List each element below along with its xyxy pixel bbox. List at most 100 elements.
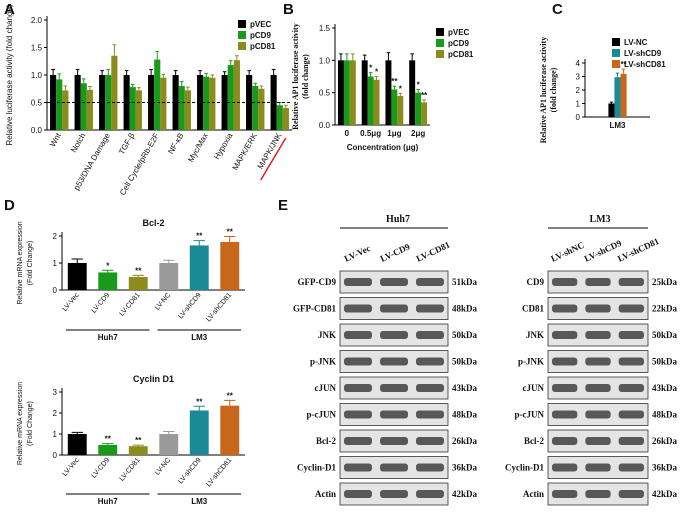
size-label: 48kDa [652,410,678,420]
bar [86,89,93,130]
size-label: 50kDa [452,330,478,340]
legend-label: pCD9 [448,39,469,48]
y-axis-label: (fold change) [549,67,558,112]
error-bar [71,258,83,263]
lane-label: LV-CD9 [379,241,412,264]
blot-band [344,304,372,313]
blot-band [380,384,408,392]
protein-label: Bcl-2 [524,436,544,446]
blot-band [552,463,578,472]
blot-band [585,410,611,419]
legend-swatch [612,49,620,57]
blot-band [416,384,444,392]
protein-label: Actin [523,489,544,499]
error-bar [615,72,620,78]
y-tick-label: 4 [576,59,581,68]
error-bar [374,76,379,80]
x-tick-label: 0.5μg [360,129,381,138]
error-bar [198,70,202,75]
error-bar [210,74,215,78]
blot-band [344,278,372,286]
blot-band [344,331,372,339]
blot-band [552,384,578,392]
bar [608,103,615,117]
significance: ** [227,228,234,237]
significance: * [375,68,379,77]
y-tick-label: 2 [53,232,58,241]
protein-label: Cyclin-D1 [297,463,336,473]
error-bar [124,70,129,75]
error-bar [235,55,239,61]
error-bar [102,443,114,445]
bar [160,77,167,130]
significance: ** [614,64,621,73]
blot-band [618,331,644,339]
blot-band [585,331,611,339]
protein-label: p-cJUN [307,410,337,420]
blot-band [416,331,444,339]
bar [67,263,87,290]
bar [62,90,69,130]
bar [620,73,627,117]
group-label: LM3 [191,333,208,342]
legend-swatch [612,38,620,46]
error-bar [609,101,614,104]
significance: * [417,80,421,89]
x-tick-label: LV-CD9 [90,457,111,480]
error-bar [621,68,626,74]
y-tick-label: 2.0 [31,16,43,25]
y-axis-label: Relative luciferase activity (fold chang… [5,4,14,145]
size-label: 43kDa [652,383,678,393]
error-bar [155,50,160,60]
bar [184,90,191,130]
y-axis-label: (fold change) [301,54,310,99]
error-bar [163,259,175,263]
x-tick-label: TGF-β [117,131,137,156]
legend-swatch [436,39,444,47]
error-bar [102,269,114,273]
legend-swatch [238,42,246,50]
legend-label: LV-NC [624,38,648,47]
blot-band [585,304,611,313]
y-tick-label: 0.0 [319,121,331,130]
protein-label: CD9 [527,277,545,287]
x-tick-label: LV-NC [154,457,172,477]
blot-band [552,490,578,498]
protein-label: cJUN [523,383,545,393]
blot-band [344,410,372,419]
bar [111,55,118,130]
blot-band [344,437,372,445]
bar [367,76,374,125]
y-axis-label: Relative AP1 luciferase activity [539,37,548,143]
error-bar [386,52,391,61]
axis-line [61,232,245,291]
legend-label: pVEC [250,20,272,29]
y-tick-label: 0 [53,451,58,460]
blot-title: Huh7 [386,214,410,225]
significance: ** [391,77,398,86]
lane-label: LV-Vec [343,243,372,264]
x-tick-label: LV-shCD9 [177,457,203,486]
panel-label: E [278,197,288,214]
error-bar [149,69,153,75]
legend-label: LV-shCD9 [624,49,662,58]
significance: * [369,64,373,73]
significance: ** [135,436,142,445]
bar [159,434,179,455]
blot-band [585,357,611,366]
bar [189,245,209,290]
highlight-underline [260,137,287,181]
error-bar [422,99,426,103]
error-bar [71,431,83,434]
y-axis-label: Relative mRNA expression [17,221,24,304]
blot-band [344,357,372,366]
size-label: 36kDa [452,463,478,473]
x-tick-label: NF-κB [166,132,185,156]
bar [159,263,179,290]
error-bar [63,85,68,91]
error-bar [362,54,367,61]
significance: * [106,261,110,270]
bar [343,60,350,126]
bar [361,60,368,126]
error-bar [339,53,343,61]
